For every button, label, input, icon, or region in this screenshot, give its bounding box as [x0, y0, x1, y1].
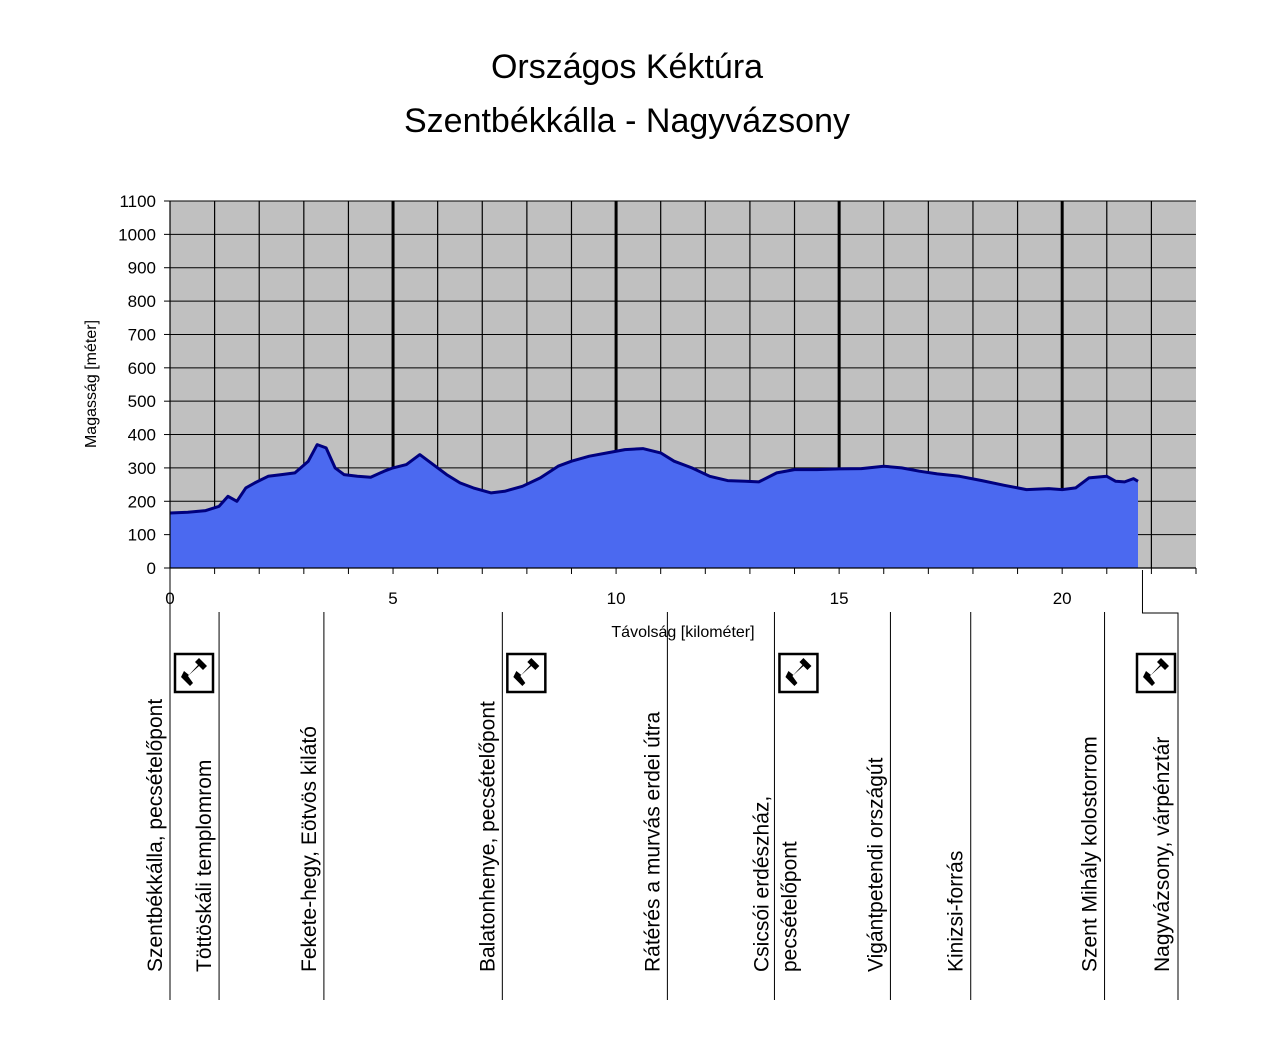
y-tick-label: 800 — [128, 292, 156, 311]
waypoint-label: Töttöskáli templomrom — [193, 760, 216, 972]
waypoint-label: Szentbékkálla, pecsételőpont — [144, 699, 167, 972]
y-tick-label: 700 — [128, 325, 156, 344]
y-tick-label: 300 — [128, 459, 156, 478]
x-tick-label: 15 — [830, 589, 849, 608]
y-tick-label: 400 — [128, 426, 156, 445]
stamp-icon — [506, 652, 547, 694]
x-tick-label: 10 — [607, 589, 626, 608]
waypoint-label: Fekete-hegy, Eötvös kilátó — [298, 726, 321, 972]
y-tick-label: 600 — [128, 359, 156, 378]
waypoint-label: Rátérés a murvás erdei útra — [641, 711, 664, 972]
stamp-icon — [173, 652, 215, 694]
chart-title: Országos Kéktúra — [490, 48, 764, 86]
y-tick-label: 1100 — [119, 192, 156, 211]
waypoint-label: Csicsói erdészház, — [750, 796, 773, 972]
waypoint-label: Vigántpetendi országút — [864, 757, 887, 972]
chart-subtitle: Szentbékkálla - Nagyvázsony — [403, 102, 850, 140]
y-tick-label: 200 — [128, 492, 156, 511]
y-tick-label: 500 — [128, 392, 156, 411]
elevation-line — [169, 443, 1139, 515]
y-tick-label: 100 — [128, 526, 156, 545]
y-axis-label: Magasság [méter] — [83, 320, 100, 448]
waypoint-line — [1141, 570, 1179, 1000]
elevation-area — [170, 444, 1139, 568]
x-tick-label: 5 — [388, 589, 397, 608]
waypoint-label: Nagyvázsony, várpénztár — [1151, 737, 1174, 972]
y-tick-label: 0 — [147, 559, 156, 578]
y-tick-label: 900 — [128, 259, 156, 278]
stamp-icon — [1135, 652, 1177, 694]
stamp-icon — [778, 652, 819, 694]
waypoint-label: Balatonhenye, pecsételőpont — [476, 701, 499, 972]
y-tick-label: 1000 — [118, 225, 156, 244]
x-tick-label: 20 — [1053, 589, 1072, 608]
waypoint-label: Szent Mihály kolostorrom — [1079, 736, 1102, 972]
x-axis-label: Távolság [kilométer] — [611, 624, 754, 641]
waypoint-label-line2: pecsételőpont — [778, 841, 801, 972]
waypoint-label: Kinizsi-forrás — [945, 851, 968, 972]
